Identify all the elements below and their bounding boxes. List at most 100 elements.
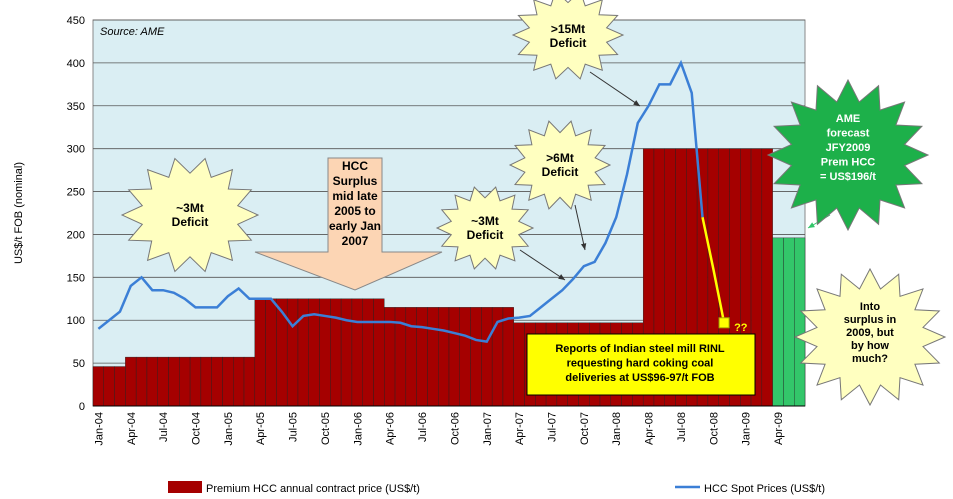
starburst (766, 78, 930, 232)
annotation: Deficit (550, 36, 587, 50)
x-tick-label: Jul-06 (417, 412, 429, 442)
arrow (589, 71, 641, 107)
bar (135, 356, 148, 407)
annotation: Deficit (467, 228, 504, 242)
annotation: surplus in (844, 314, 897, 326)
annotation: early Jan (329, 219, 381, 233)
marker-label: ?? (734, 322, 748, 334)
x-tick-label: Apr-06 (385, 412, 397, 445)
annotation: Deficit (542, 165, 579, 179)
legend-label: HCC Spot Prices (US$/t) (704, 483, 825, 495)
annotation: Reports of Indian steel mill RINL (555, 343, 725, 355)
source: Source: AME (100, 26, 165, 38)
bar (427, 307, 439, 407)
x-tick-label: Jan-08 (611, 412, 623, 446)
x-tick-label: Apr-08 (644, 412, 656, 445)
bar (286, 298, 299, 407)
y-tick-label: 150 (67, 272, 85, 284)
rinl-box (526, 333, 756, 396)
bar (222, 356, 234, 407)
annotation: requesting hard coking coal (567, 358, 714, 370)
annotation: 2009, but (846, 327, 894, 339)
bar (146, 356, 158, 407)
bar (211, 356, 223, 407)
forecast-marker (718, 317, 730, 329)
bar (373, 298, 385, 407)
y-tick-label: 50 (73, 358, 85, 370)
bar (351, 298, 363, 407)
x-tick-label: Jan-09 (741, 412, 753, 446)
annotation: by how (851, 340, 889, 352)
bar (168, 356, 180, 407)
legend-label: Premium HCC annual contract price (US$/t… (206, 483, 420, 495)
annotation: Into (860, 301, 880, 313)
bar (157, 356, 169, 407)
x-tick-label: Jul-05 (288, 412, 300, 442)
y-tick-label: 250 (67, 187, 85, 199)
bar (103, 366, 115, 407)
annotation: forecast (827, 128, 870, 140)
bar (243, 356, 256, 407)
x-tick-label: Jan-05 (223, 412, 235, 446)
bar (233, 356, 245, 407)
annotation: >6Mt (546, 151, 574, 165)
annotation: AME (836, 113, 860, 125)
bar (340, 298, 353, 407)
annotation: 2007 (342, 234, 369, 248)
bar (265, 298, 277, 407)
y-tick-label: 400 (67, 58, 85, 70)
starburst (508, 120, 612, 210)
x-tick-label: Oct-07 (579, 412, 591, 445)
annotation: JFY2009 (826, 142, 871, 154)
bar (405, 307, 417, 407)
starburst (435, 186, 535, 270)
starburst (511, 0, 625, 80)
y-tick-label: 0 (79, 401, 85, 413)
bar (481, 307, 493, 407)
y-tick-label: 350 (67, 101, 85, 113)
annotation: Prem HCC (821, 157, 875, 169)
annotation: ~3Mt (176, 201, 204, 215)
annotation: much? (852, 353, 888, 365)
y-tick-label: 300 (67, 144, 85, 156)
arrow-head (558, 274, 565, 280)
bar (114, 366, 126, 407)
x-tick-label: Jan-06 (352, 412, 364, 446)
y-axis-label: US$/t FOB (nominal) (13, 162, 25, 264)
bar (179, 356, 191, 407)
legend-swatch (168, 481, 202, 493)
bar (772, 237, 784, 407)
starburst (120, 157, 260, 273)
x-tick-label: Jul-08 (676, 412, 688, 442)
x-tick-label: Apr-09 (773, 412, 785, 445)
y-tick-label: 100 (67, 315, 85, 327)
bar (438, 307, 450, 407)
spot-line (97, 59, 704, 344)
x-tick-label: Jul-07 (546, 412, 558, 442)
bar (502, 307, 514, 407)
x-tick-label: Oct-05 (320, 412, 332, 445)
bar (254, 298, 266, 407)
bar (470, 307, 482, 407)
bar (200, 356, 212, 407)
bar (92, 366, 104, 407)
x-tick-label: Jan-07 (482, 412, 494, 446)
annotation: HCC (342, 159, 368, 173)
annotation: mid late (332, 189, 378, 203)
annotation: ~3Mt (471, 214, 499, 228)
arrow-head (808, 222, 815, 228)
x-tick-label: Apr-04 (126, 412, 138, 445)
bar (125, 356, 137, 407)
bar (189, 356, 202, 407)
annotation: deliveries at US$96-97/t FOB (565, 372, 714, 384)
bar (330, 298, 342, 407)
arrow (574, 204, 586, 251)
x-tick-label: Jan-04 (93, 412, 105, 446)
annotation: >15Mt (551, 22, 585, 36)
x-tick-label: Apr-05 (255, 412, 267, 445)
y-tick-label: 450 (67, 15, 85, 27)
annotation: Surplus (333, 174, 378, 188)
y-tick-label: 200 (67, 229, 85, 241)
x-tick-label: Apr-07 (514, 412, 526, 445)
